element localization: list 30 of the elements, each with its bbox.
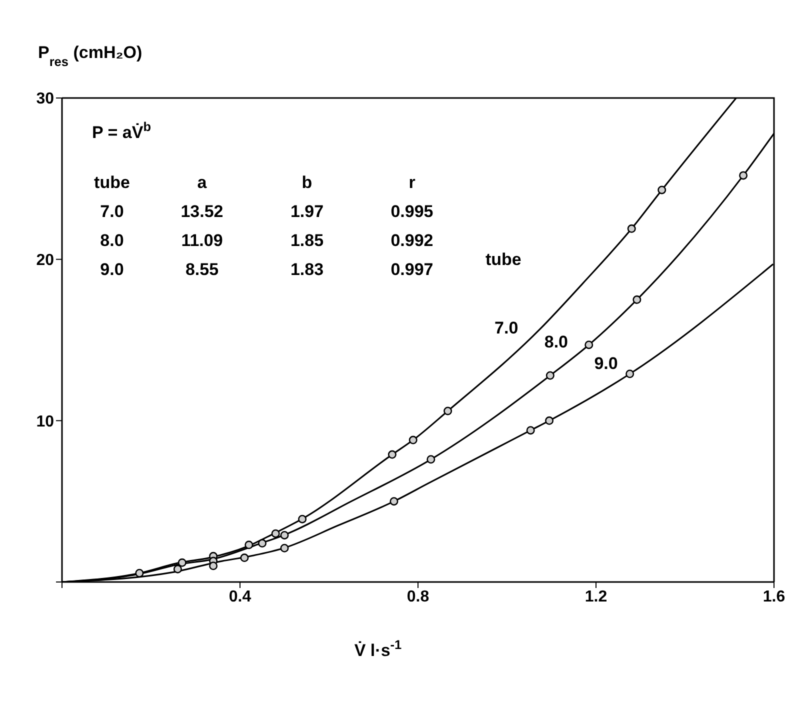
annotation: 13.52 <box>180 202 224 221</box>
annotation: tube <box>485 250 522 269</box>
annotation: r <box>408 173 416 192</box>
y-tick-label: 20 <box>36 252 54 270</box>
x-tick-label: 0.8 <box>406 588 430 606</box>
series-label: 8.0 <box>544 332 568 352</box>
annotation: b <box>302 173 312 192</box>
y-tick-label: 10 <box>36 413 54 430</box>
annotation: 8.0 <box>100 231 124 250</box>
y-axis-title: P$_{res}$ (cmH₂O) <box>38 43 142 68</box>
annotation: 0.997 <box>390 260 434 279</box>
annotation: 11.09 <box>181 231 223 250</box>
annotation: 1.83 <box>290 260 324 279</box>
x-axis-title: V̇ l·s$^{-1}$ <box>354 636 402 660</box>
y-tick-label: 30 <box>36 90 54 108</box>
annotation: a <box>197 173 208 192</box>
annotation: tube <box>94 173 130 192</box>
annotation: 1.97 <box>290 202 324 221</box>
x-tick-label: 0.4 <box>228 588 252 606</box>
annotation: 9.0 <box>100 260 124 279</box>
annotation: 0.995 <box>390 202 434 221</box>
annotation: 7.0 <box>100 202 124 221</box>
annotation: 8.55 <box>185 260 219 279</box>
series-label: 7.0 <box>494 318 518 338</box>
annotation: 0.992 <box>390 231 434 250</box>
annotation: 1.85 <box>290 231 324 250</box>
x-tick-label: 1.6 <box>762 588 786 606</box>
x-tick-label: 1.2 <box>584 588 608 606</box>
annotation: P = aV̇$^{b}$ <box>92 118 152 142</box>
series-label: 9.0 <box>594 354 618 373</box>
